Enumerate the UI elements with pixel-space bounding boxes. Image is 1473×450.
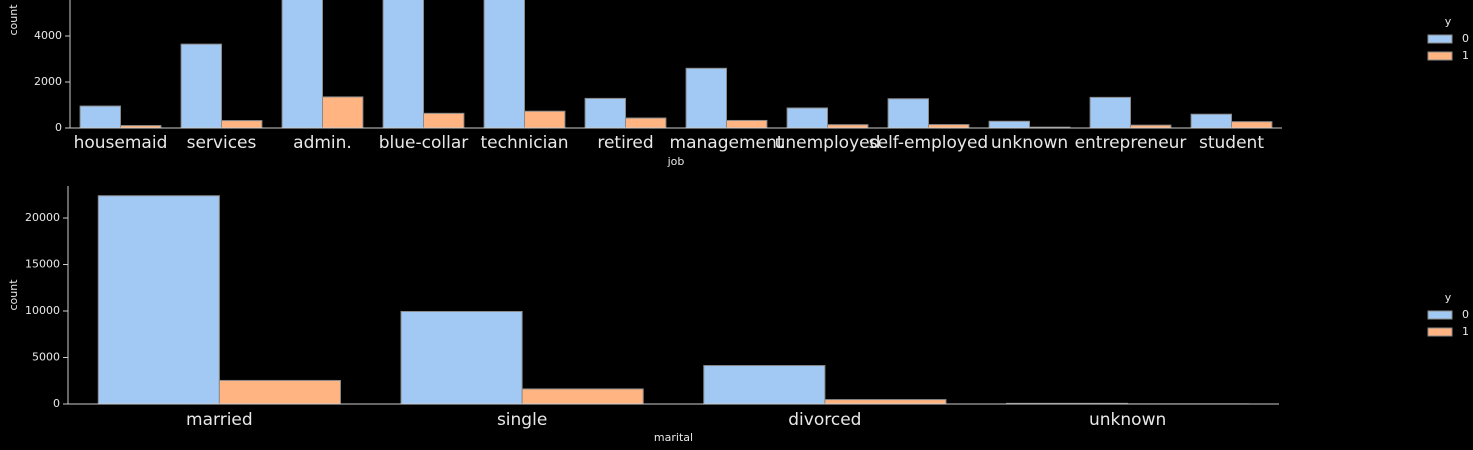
bar [221, 120, 263, 129]
y-tick-label: 4000 [34, 29, 62, 42]
bar [584, 97, 626, 129]
bar [1089, 96, 1131, 129]
legend-swatch [1427, 51, 1453, 61]
x-tick-label: unknown [991, 133, 1068, 153]
bar [79, 105, 121, 129]
x-tick-label: technician [480, 133, 568, 153]
y-axis-label: count [7, 4, 20, 36]
legend-title: y [1445, 291, 1452, 304]
legend-swatch [1427, 310, 1453, 320]
bar [218, 379, 341, 405]
bar [824, 399, 947, 405]
x-tick-label: management [670, 133, 784, 153]
bar [423, 112, 465, 129]
x-tick-label: divorced [788, 410, 861, 430]
y-tick-label: 10000 [25, 304, 60, 317]
bar [322, 96, 364, 129]
bar [685, 67, 727, 129]
bar [382, 0, 425, 129]
legend-swatch [1427, 327, 1453, 337]
legend-swatch [1427, 34, 1453, 44]
y-tick-label: 20000 [25, 211, 60, 224]
bar [625, 117, 667, 129]
x-tick-label: entrepreneur [1075, 133, 1187, 153]
legend-label: 1 [1462, 49, 1469, 62]
legend-label: 1 [1462, 325, 1469, 338]
x-tick-label: self-employed [869, 133, 988, 153]
bar [521, 388, 644, 405]
bar [703, 365, 826, 405]
bar [887, 98, 929, 129]
bar [726, 119, 768, 129]
bar [1231, 121, 1273, 129]
bar [786, 107, 828, 129]
y-tick-label: 0 [55, 121, 62, 134]
x-tick-label: married [186, 410, 253, 430]
bar [180, 43, 223, 129]
bar [524, 110, 566, 129]
y-tick-label: 15000 [25, 258, 60, 271]
bar [988, 120, 1030, 129]
legend-title: y [1445, 15, 1452, 28]
x-axis-label: marital [654, 431, 693, 444]
y-tick-label: 0 [53, 397, 60, 410]
bar [928, 124, 970, 129]
x-tick-label: blue-collar [379, 133, 468, 153]
y-tick-label: 5000 [32, 351, 60, 364]
x-tick-label: unknown [1089, 410, 1166, 430]
x-tick-label: retired [597, 133, 653, 153]
bar [483, 0, 526, 129]
x-tick-label: unemployed [775, 133, 881, 153]
bar [281, 0, 324, 129]
x-tick-label: services [187, 133, 257, 153]
x-tick-label: single [497, 410, 547, 430]
y-axis-label: count [7, 279, 20, 311]
x-axis-label: job [667, 155, 685, 168]
legend-label: 0 [1462, 32, 1469, 45]
legend-label: 0 [1462, 308, 1469, 321]
x-tick-label: housemaid [74, 133, 168, 153]
bar [400, 310, 523, 405]
bar [1190, 113, 1232, 129]
bar [97, 195, 220, 405]
x-tick-label: admin. [293, 133, 352, 153]
y-tick-label: 2000 [34, 75, 62, 88]
x-tick-label: student [1199, 133, 1264, 153]
